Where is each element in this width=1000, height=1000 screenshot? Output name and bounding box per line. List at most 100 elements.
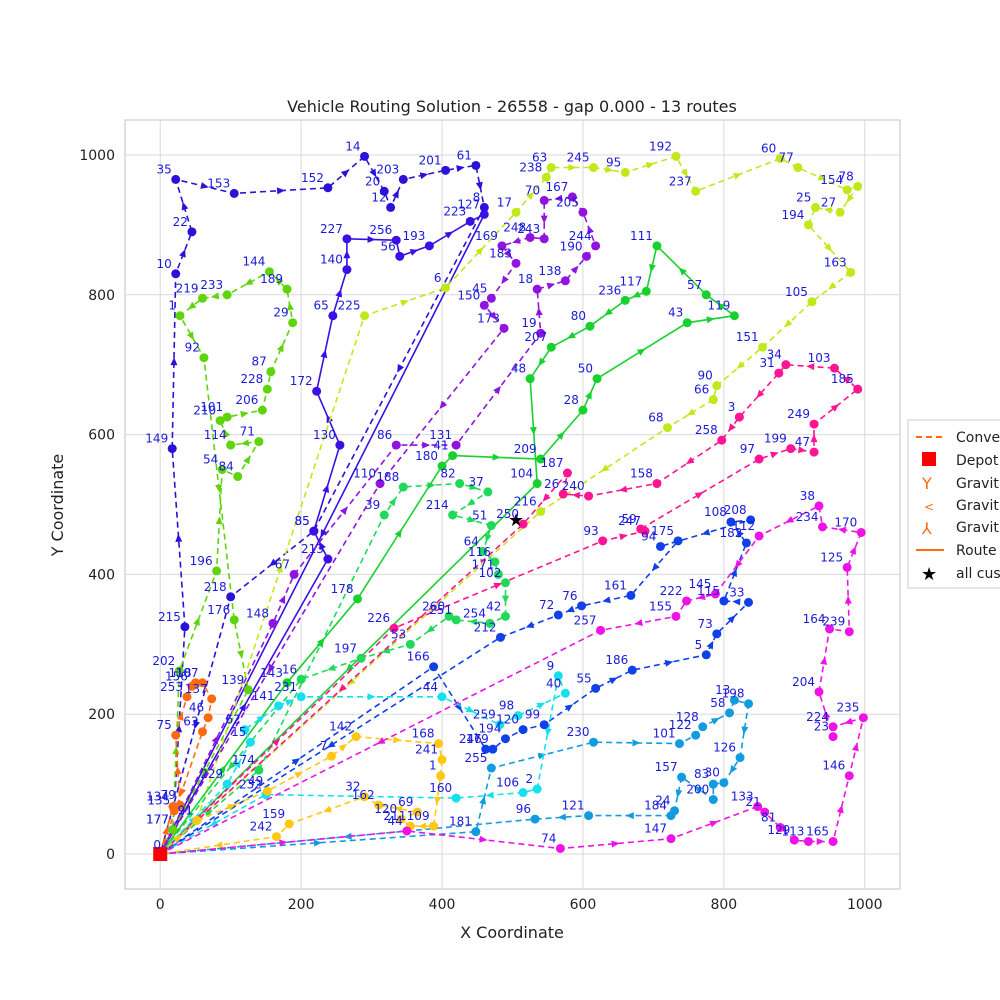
route-line [160,699,750,855]
customer-point [853,181,863,191]
route-arrow [175,533,183,542]
customer-label: 86 [377,428,392,442]
customer-point [288,318,298,328]
route-arrow [239,703,247,712]
customer-label: 216 [514,494,537,508]
customer-label: 23 [814,720,829,734]
customer-point [437,692,447,702]
customer-point [479,300,489,310]
customer-label: 64 [464,534,479,548]
customer-point [701,650,711,660]
route-arrow [556,431,565,440]
customer-point [374,800,384,810]
customer-point [222,779,232,789]
customer-point [379,186,389,196]
route-arrow [393,736,402,744]
customer-label: 147 [644,822,667,836]
customer-label: 239 [822,615,845,629]
route-arrow [279,839,288,847]
customer-point [666,811,676,821]
customer-label: 103 [808,351,831,365]
customer-label: 102 [479,566,502,580]
customer-label: 18 [518,272,533,286]
legend-allcus-label: all cus [956,566,1000,582]
customer-label: 227 [320,222,343,236]
customer-point [296,674,306,684]
route-arrow [585,390,592,400]
customer-label: 133 [731,790,754,804]
route-arrow [492,453,501,461]
customer-label: 115 [697,584,720,598]
customer-label: 108 [704,505,727,519]
customer-label: 130 [313,428,336,442]
customer-point [828,836,838,846]
customer-label: 188 [376,470,399,484]
customer-label: 165 [806,824,829,838]
route-arrow [602,596,611,604]
route-arrow [709,820,719,828]
customer-point [809,447,819,457]
route-arrow [493,385,501,395]
customer-point [391,440,401,450]
route-arrow [388,497,397,507]
customer-point [323,554,333,564]
route-arrow [243,455,251,465]
route-arrow [419,172,429,180]
route-arrow [502,595,509,604]
customer-label: 25 [796,190,811,204]
customer-point [243,685,253,695]
customer-label: 104 [510,467,533,481]
customer-label: 126 [713,741,736,755]
customer-point [486,763,496,773]
route-line [159,735,443,855]
customer-label: 39 [365,498,380,512]
route-arrow [729,764,738,774]
customer-label: 99 [525,708,540,722]
customer-point [342,265,352,275]
customer-label: 13 [715,683,730,697]
y-tick-label: 800 [88,288,115,304]
customer-label: 71 [240,425,255,439]
customer-label: 212 [474,620,497,634]
customer-label: 225 [338,299,361,313]
customer-point [429,821,439,831]
customer-label: 43 [668,306,683,320]
route-arrow [394,805,403,813]
customer-label: 73 [698,617,713,631]
customer-point [671,151,681,161]
customer-label: 55 [576,671,591,685]
route-arrow [817,173,827,181]
customer-point [558,489,568,499]
customer-label: 182 [720,526,743,540]
customer-point [342,234,352,244]
customer-point [360,792,370,802]
customer-point [412,807,422,817]
route-arrow [611,840,620,848]
route-arrow [335,288,343,298]
customer-label: 231 [274,680,297,694]
customer-point [441,165,451,175]
customer-point [754,531,764,541]
customer-label: 138 [538,264,561,278]
customer-point [532,284,542,294]
customer-label: 183 [489,246,512,260]
customer-label: 101 [200,400,223,414]
customer-point [493,569,503,579]
route-arrow [733,173,742,180]
customer-label: 96 [516,802,531,816]
customer-point [803,220,813,230]
route-arrow [797,446,807,454]
customer-point [229,188,239,198]
customer-label: 60 [761,141,776,155]
customer-label: 44 [388,814,403,828]
route-arrow [202,766,210,776]
customer-label: 38 [800,489,815,503]
customer-point [626,590,636,600]
customer-point [677,772,687,782]
customer-point [719,596,729,606]
customer-point [451,440,461,450]
route-arrow [649,263,656,273]
route-arrow [193,720,200,730]
route-arrow [756,389,765,399]
